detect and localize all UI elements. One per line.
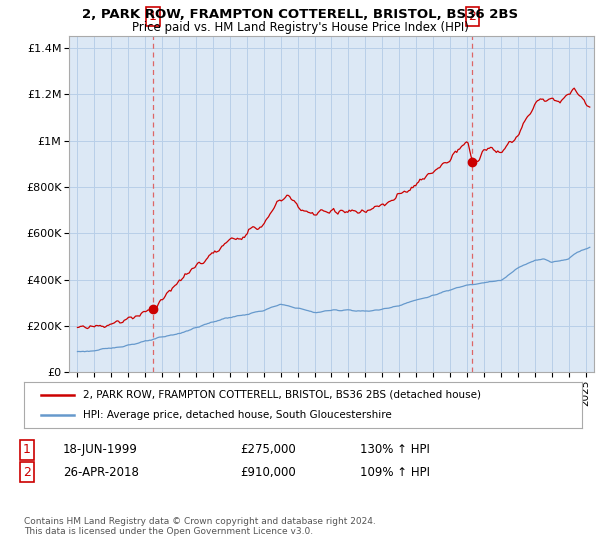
Text: 2: 2 <box>469 10 476 23</box>
Text: HPI: Average price, detached house, South Gloucestershire: HPI: Average price, detached house, Sout… <box>83 410 391 421</box>
Text: 2, PARK ROW, FRAMPTON COTTERELL, BRISTOL, BS36 2BS (detached house): 2, PARK ROW, FRAMPTON COTTERELL, BRISTOL… <box>83 390 481 400</box>
Text: Contains HM Land Registry data © Crown copyright and database right 2024.
This d: Contains HM Land Registry data © Crown c… <box>24 517 376 536</box>
Text: 2: 2 <box>23 465 31 479</box>
Text: 130% ↑ HPI: 130% ↑ HPI <box>360 443 430 456</box>
Text: 26-APR-2018: 26-APR-2018 <box>63 465 139 479</box>
Text: 1: 1 <box>23 443 31 456</box>
Text: 109% ↑ HPI: 109% ↑ HPI <box>360 465 430 479</box>
Text: 18-JUN-1999: 18-JUN-1999 <box>63 443 138 456</box>
Text: 1: 1 <box>149 10 157 23</box>
Text: £275,000: £275,000 <box>240 443 296 456</box>
Text: 2, PARK ROW, FRAMPTON COTTERELL, BRISTOL, BS36 2BS: 2, PARK ROW, FRAMPTON COTTERELL, BRISTOL… <box>82 8 518 21</box>
Text: £910,000: £910,000 <box>240 465 296 479</box>
Text: Price paid vs. HM Land Registry's House Price Index (HPI): Price paid vs. HM Land Registry's House … <box>131 21 469 34</box>
